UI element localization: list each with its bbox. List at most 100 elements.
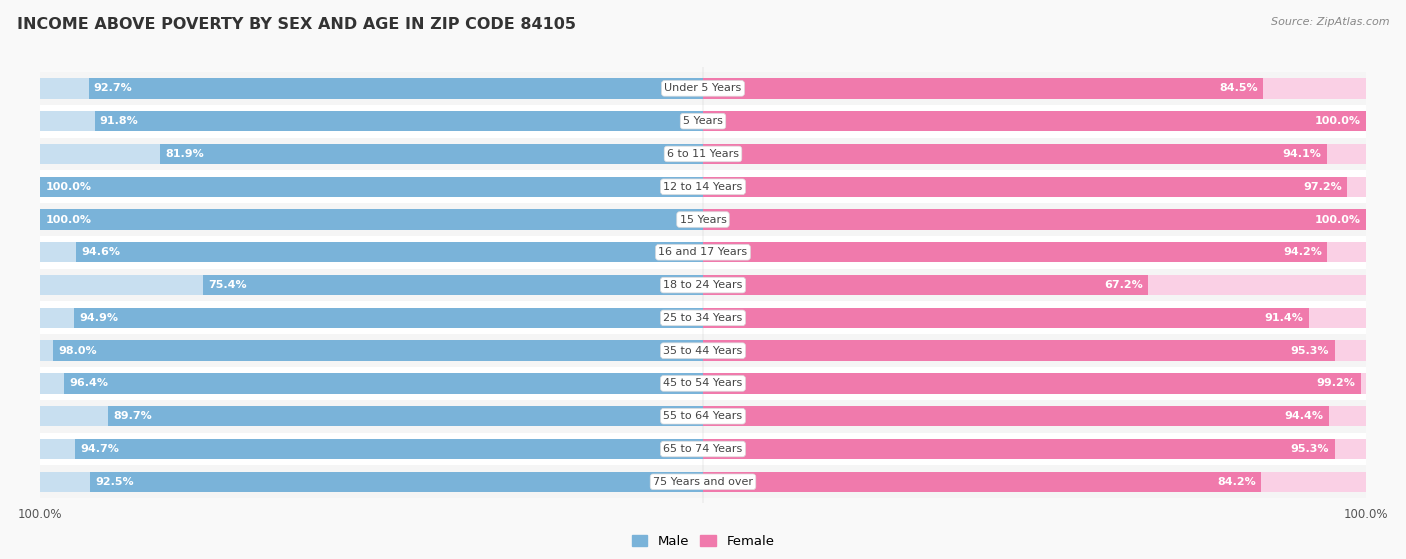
Bar [41, 210, 703, 230]
Bar [703, 373, 1365, 394]
Bar [703, 439, 1334, 459]
Text: 84.5%: 84.5% [1219, 83, 1258, 93]
Bar [41, 170, 1365, 203]
Text: 98.0%: 98.0% [59, 345, 97, 356]
Bar [703, 242, 1327, 263]
Bar [703, 242, 1365, 263]
Bar [703, 307, 1365, 328]
Text: 55 to 64 Years: 55 to 64 Years [664, 411, 742, 421]
Bar [703, 406, 1365, 427]
Bar [703, 340, 1365, 361]
Text: 94.7%: 94.7% [80, 444, 120, 454]
Text: 92.7%: 92.7% [94, 83, 132, 93]
Bar [41, 72, 1365, 105]
Text: 91.4%: 91.4% [1264, 313, 1303, 323]
Bar [41, 144, 703, 164]
Text: 18 to 24 Years: 18 to 24 Years [664, 280, 742, 290]
Text: 67.2%: 67.2% [1104, 280, 1143, 290]
Bar [703, 177, 1365, 197]
Bar [703, 111, 1365, 131]
Text: 91.8%: 91.8% [100, 116, 139, 126]
Bar [41, 367, 1365, 400]
Bar [703, 210, 1365, 230]
Text: 25 to 34 Years: 25 to 34 Years [664, 313, 742, 323]
Bar [41, 203, 1365, 236]
Bar [703, 78, 1263, 98]
Text: 84.2%: 84.2% [1218, 477, 1256, 487]
Text: 94.4%: 94.4% [1285, 411, 1323, 421]
Bar [703, 111, 1365, 131]
Bar [41, 301, 1365, 334]
Bar [41, 373, 703, 394]
Text: 100.0%: 100.0% [1315, 215, 1361, 225]
Bar [41, 439, 703, 459]
Bar [703, 406, 1329, 427]
Bar [703, 78, 1365, 98]
Bar [703, 144, 1365, 164]
Bar [160, 144, 703, 164]
Bar [703, 275, 1365, 295]
Bar [204, 275, 703, 295]
Bar [108, 406, 703, 427]
Bar [41, 400, 1365, 433]
Text: 5 Years: 5 Years [683, 116, 723, 126]
Bar [76, 242, 703, 263]
Bar [41, 210, 703, 230]
Text: 95.3%: 95.3% [1291, 444, 1330, 454]
Legend: Male, Female: Male, Female [626, 529, 780, 553]
Bar [53, 340, 703, 361]
Bar [41, 472, 703, 492]
Text: 35 to 44 Years: 35 to 44 Years [664, 345, 742, 356]
Bar [703, 275, 1149, 295]
Bar [703, 373, 1361, 394]
Bar [41, 269, 1365, 301]
Bar [41, 138, 1365, 170]
Text: 97.2%: 97.2% [1303, 182, 1341, 192]
Bar [41, 111, 703, 131]
Text: 45 to 54 Years: 45 to 54 Years [664, 378, 742, 389]
Text: 100.0%: 100.0% [1315, 116, 1361, 126]
Bar [75, 307, 703, 328]
Text: 75 Years and over: 75 Years and over [652, 477, 754, 487]
Text: 92.5%: 92.5% [96, 477, 134, 487]
Bar [41, 307, 703, 328]
Text: 94.9%: 94.9% [79, 313, 118, 323]
Text: 15 Years: 15 Years [679, 215, 727, 225]
Text: Source: ZipAtlas.com: Source: ZipAtlas.com [1271, 17, 1389, 27]
Text: 100.0%: 100.0% [45, 182, 91, 192]
Text: Under 5 Years: Under 5 Years [665, 83, 741, 93]
Bar [41, 406, 703, 427]
Bar [90, 472, 703, 492]
Bar [41, 466, 1365, 498]
Bar [41, 242, 703, 263]
Bar [703, 210, 1365, 230]
Text: 16 and 17 Years: 16 and 17 Years [658, 247, 748, 257]
Bar [703, 307, 1309, 328]
Text: 6 to 11 Years: 6 to 11 Years [666, 149, 740, 159]
Bar [94, 111, 703, 131]
Bar [703, 144, 1327, 164]
Text: 94.2%: 94.2% [1284, 247, 1322, 257]
Text: 94.6%: 94.6% [82, 247, 121, 257]
Text: 89.7%: 89.7% [114, 411, 152, 421]
Bar [41, 275, 703, 295]
Text: 12 to 14 Years: 12 to 14 Years [664, 182, 742, 192]
Bar [703, 340, 1334, 361]
Bar [41, 177, 703, 197]
Text: 99.2%: 99.2% [1316, 378, 1355, 389]
Text: 81.9%: 81.9% [166, 149, 204, 159]
Text: 75.4%: 75.4% [208, 280, 247, 290]
Bar [76, 439, 703, 459]
Bar [89, 78, 703, 98]
Bar [41, 236, 1365, 269]
Bar [41, 334, 1365, 367]
Bar [41, 105, 1365, 138]
Text: 100.0%: 100.0% [45, 215, 91, 225]
Bar [703, 439, 1365, 459]
Bar [703, 472, 1261, 492]
Bar [41, 177, 703, 197]
Text: 95.3%: 95.3% [1291, 345, 1330, 356]
Text: INCOME ABOVE POVERTY BY SEX AND AGE IN ZIP CODE 84105: INCOME ABOVE POVERTY BY SEX AND AGE IN Z… [17, 17, 576, 32]
Bar [65, 373, 703, 394]
Bar [41, 78, 703, 98]
